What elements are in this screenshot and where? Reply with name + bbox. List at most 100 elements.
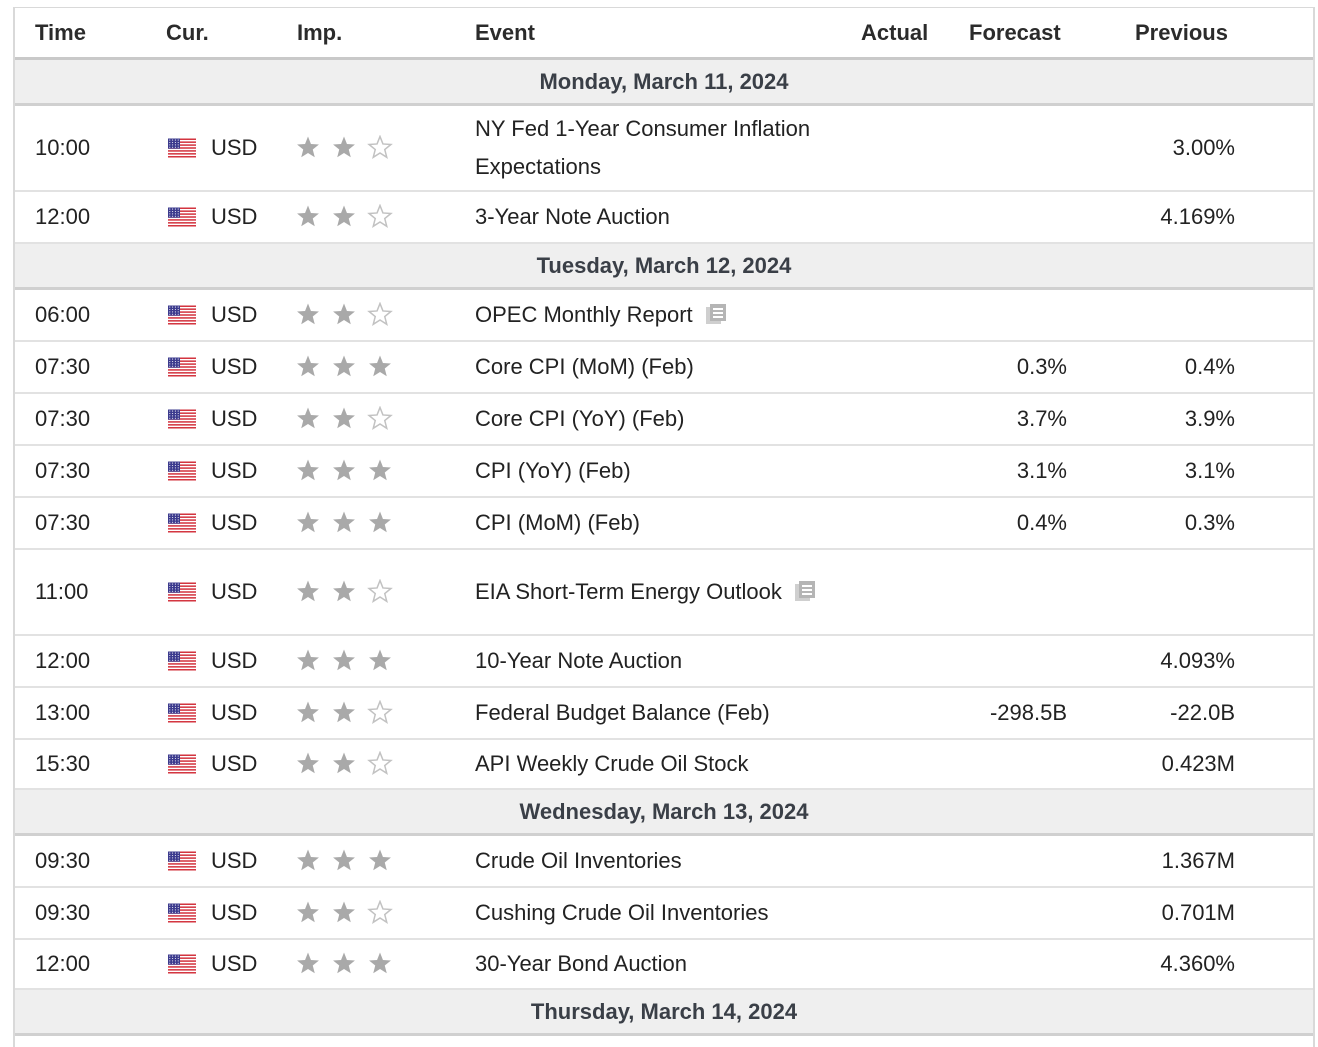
star-filled-icon	[369, 459, 391, 481]
event-time: 09:30	[35, 848, 91, 873]
event-previous: 0.3%	[1184, 510, 1235, 535]
date-label: Tuesday, March 12, 2024	[536, 253, 792, 278]
importance-stars	[297, 302, 393, 326]
star-filled-icon	[369, 952, 391, 974]
event-name-cell[interactable]: Core CPI (MoM) (Feb)	[475, 348, 825, 386]
event-name[interactable]: OPEC Monthly Report	[475, 302, 693, 327]
event-name[interactable]: 30-Year Bond Auction	[475, 951, 688, 976]
date-row: Monday, March 11, 2024	[15, 60, 1313, 106]
event-name-cell[interactable]: 10-Year Note Auction	[475, 642, 825, 680]
event-time: 07:30	[35, 406, 91, 431]
event-currency: USD	[211, 700, 258, 725]
event-name[interactable]: CPI (YoY) (Feb)	[475, 458, 631, 483]
event-forecast: 3.1%	[1016, 458, 1067, 483]
event-name-cell[interactable]: Cushing Crude Oil Inventories	[475, 894, 825, 932]
event-row[interactable]: 15:30 USD API Weekly Crude Oil Stock 0.423M	[15, 740, 1313, 790]
event-name-cell[interactable]: CPI (YoY) (Feb)	[475, 452, 825, 490]
us-flag-icon	[168, 357, 196, 377]
event-name-cell[interactable]: OPEC Monthly Report	[475, 296, 825, 334]
star-filled-icon	[333, 849, 355, 871]
event-currency: USD	[211, 848, 258, 873]
event-name-cell[interactable]: Federal Budget Balance (Feb)	[475, 694, 825, 732]
event-row[interactable]: 09:30 USD Crude Oil Inventories 1.367M	[15, 836, 1313, 888]
header-event[interactable]: Event	[475, 20, 535, 45]
event-previous: 3.1%	[1184, 458, 1235, 483]
event-time: 07:30	[35, 510, 91, 535]
star-filled-icon	[297, 459, 319, 481]
event-name-cell[interactable]: API Weekly Crude Oil Stock	[475, 745, 825, 783]
report-document-icon[interactable]	[705, 303, 727, 325]
star-empty-icon	[367, 302, 393, 326]
star-filled-icon	[297, 701, 319, 723]
importance-stars	[297, 849, 391, 871]
report-document-icon[interactable]	[794, 580, 816, 602]
event-row[interactable]: 13:00 USD Federal Budget Balance (Feb) -298…	[15, 688, 1313, 740]
event-row[interactable]: 06:00 USD OPEC Monthly Report	[15, 290, 1313, 342]
header-time[interactable]: Time	[35, 20, 86, 45]
event-time: 07:30	[35, 354, 91, 379]
event-forecast: 0.4%	[1016, 510, 1067, 535]
event-name[interactable]: 10-Year Note Auction	[475, 648, 683, 673]
event-forecast: 3.7%	[1016, 406, 1067, 431]
date-label: Wednesday, March 13, 2024	[519, 799, 809, 824]
event-name[interactable]: 3-Year Note Auction	[475, 204, 670, 229]
importance-stars	[297, 751, 393, 775]
event-name[interactable]: Crude Oil Inventories	[475, 848, 682, 873]
event-name-cell[interactable]: 3-Year Note Auction	[475, 198, 825, 236]
event-forecast: -298.5B	[989, 700, 1067, 725]
event-name[interactable]: Core CPI (MoM) (Feb)	[475, 354, 694, 379]
event-row[interactable]: 07:30 USD Core CPI (YoY) (Feb) 3.7% 3.9%	[15, 394, 1313, 446]
star-filled-icon	[297, 649, 319, 671]
star-filled-icon	[297, 136, 319, 158]
star-filled-icon	[297, 580, 319, 602]
us-flag-icon	[168, 409, 196, 429]
event-name[interactable]: CPI (MoM) (Feb)	[475, 510, 640, 535]
header-forecast[interactable]: Forecast	[969, 20, 1061, 45]
event-currency: USD	[211, 406, 258, 431]
date-row: Tuesday, March 12, 2024	[15, 244, 1313, 290]
event-time: 07:30	[35, 458, 91, 483]
event-time: 12:00	[35, 951, 91, 976]
event-name[interactable]: Core CPI (YoY) (Feb)	[475, 406, 685, 431]
event-name[interactable]: NY Fed 1-Year Consumer Inflation Expecta…	[475, 116, 811, 179]
header-actual[interactable]: Actual	[861, 20, 929, 45]
star-filled-icon	[333, 752, 355, 774]
star-empty-icon	[367, 406, 393, 430]
event-currency: USD	[211, 354, 258, 379]
event-row[interactable]: 09:30 USD Cushing Crude Oil Inventories 0.7…	[15, 888, 1313, 940]
event-name[interactable]: Federal Budget Balance (Feb)	[475, 700, 770, 725]
event-row[interactable]: 12:00 USD 30-Year Bond Auction 4.360%	[15, 940, 1313, 990]
event-currency: USD	[211, 204, 258, 229]
event-row[interactable]: 07:30 USD CPI (MoM) (Feb) 0.4% 0.3%	[15, 498, 1313, 550]
event-row[interactable]: 07:30 USD CPI (YoY) (Feb) 3.1% 3.1%	[15, 446, 1313, 498]
event-name-cell[interactable]: CPI (MoM) (Feb)	[475, 504, 825, 542]
header-importance[interactable]: Imp.	[297, 20, 343, 45]
us-flag-icon	[168, 754, 196, 774]
event-time: 12:00	[35, 648, 91, 673]
importance-stars	[297, 511, 391, 533]
event-row[interactable]: 12:00 USD 3-Year Note Auction 4.169%	[15, 192, 1313, 244]
event-row[interactable]: 12:00 USD 10-Year Note Auction 4.093%	[15, 636, 1313, 688]
event-row[interactable]: 07:30 USD Core CPI (MoM) (Feb) 0.3% 0.4%	[15, 342, 1313, 394]
event-name[interactable]: Cushing Crude Oil Inventories	[475, 900, 769, 925]
event-row[interactable]: 11:00 USD EIA Short-Term Energy Outlook	[15, 550, 1313, 636]
event-previous: 4.360%	[1160, 951, 1235, 976]
event-time: 15:30	[35, 751, 91, 776]
event-name-cell[interactable]: 30-Year Bond Auction	[475, 945, 825, 983]
event-previous: 3.00%	[1172, 135, 1235, 160]
event-name[interactable]: EIA Short-Term Energy Outlook	[475, 579, 782, 604]
header-previous[interactable]: Previous	[1135, 20, 1228, 45]
importance-stars	[297, 355, 391, 377]
event-previous: 0.701M	[1161, 900, 1235, 925]
event-time: 10:00	[35, 135, 91, 160]
event-row[interactable]: 10:00 USD NY Fed 1-Year Consumer Inflation…	[15, 106, 1313, 192]
event-name-cell[interactable]: NY Fed 1-Year Consumer Inflation Expecta…	[475, 110, 825, 186]
event-name-cell[interactable]: Core CPI (YoY) (Feb)	[475, 400, 825, 438]
event-name-cell[interactable]: EIA Short-Term Energy Outlook	[475, 573, 825, 611]
event-name-cell[interactable]: Crude Oil Inventories	[475, 842, 825, 880]
importance-stars	[297, 406, 393, 430]
event-previous: 3.9%	[1184, 406, 1235, 431]
event-name[interactable]: API Weekly Crude Oil Stock	[475, 751, 749, 776]
header-currency[interactable]: Cur.	[166, 20, 209, 45]
importance-stars	[297, 459, 391, 481]
